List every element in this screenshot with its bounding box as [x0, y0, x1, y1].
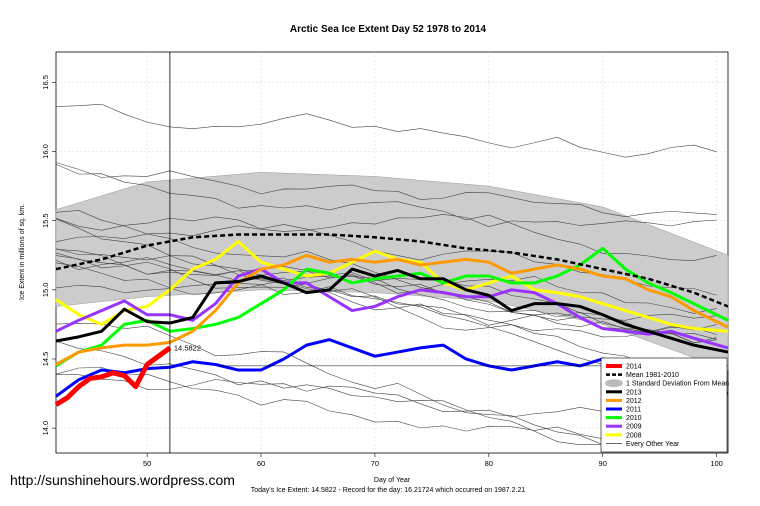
legend-label: Mean 1981-2010 — [626, 372, 679, 379]
legend-label: 2012 — [626, 398, 642, 405]
x-tick-label: 70 — [371, 459, 379, 468]
y-tick-label: 14.5 — [41, 352, 50, 367]
chart-footer: Today's Ice Extent: 14.5822 - Record for… — [251, 487, 526, 494]
legend-label: 2009 — [626, 424, 642, 431]
y-tick-label: 15.0 — [41, 283, 50, 298]
other-year-line — [55, 262, 717, 344]
y-tick-label: 14.0 — [41, 421, 50, 436]
current-value-label: 14.5822 — [174, 344, 201, 353]
y-tick-label: 15.5 — [41, 213, 50, 228]
legend-label: 2014 — [626, 364, 642, 371]
series-line-2010 — [55, 246, 729, 368]
series-line-2008 — [55, 239, 729, 333]
chart-title: Arctic Sea Ice Extent Day 52 1978 to 201… — [290, 24, 487, 35]
legend-label: 2010 — [626, 415, 642, 422]
x-axis-label: Day of Year — [374, 477, 411, 484]
x-tick-label: 80 — [485, 459, 493, 468]
other-year-line — [55, 103, 717, 158]
y-axis-label: Ice Extent in millions of sq. km. — [19, 204, 26, 300]
series-line-2012 — [55, 253, 729, 366]
x-tick-label: 50 — [143, 459, 151, 468]
y-axis-ticks: 14.0 14.5 15.0 15.5 16.0 16.5 — [41, 75, 56, 435]
x-tick-label: 90 — [599, 459, 607, 468]
legend-swatch — [605, 379, 623, 388]
series-line-2014 — [54, 345, 172, 407]
x-tick-label: 100 — [710, 459, 723, 468]
series-line-2013 — [55, 267, 729, 354]
y-tick-label: 16.0 — [41, 144, 50, 159]
watermark: http://sunshinehours.wordpress.com — [10, 472, 235, 488]
x-axis-ticks: 50 60 70 80 90 100 — [143, 453, 723, 468]
legend-label: 2011 — [626, 407, 641, 414]
other-year-line — [55, 218, 717, 314]
x-tick-label: 60 — [257, 459, 265, 468]
other-year-line — [55, 248, 717, 338]
legend-label: Every Other Year — [626, 441, 680, 448]
legend-label: 1 Standard Deviation From Mean — [626, 381, 729, 388]
legend-label: 2013 — [626, 389, 642, 396]
series-line-2009 — [55, 267, 729, 350]
other-year-line — [55, 162, 717, 217]
series-line-mean-1981-2010 — [55, 233, 729, 308]
every-other-year-lines — [55, 103, 717, 446]
legend-label: 2008 — [626, 432, 642, 439]
y-tick-label: 16.5 — [41, 75, 50, 90]
other-year-line — [55, 214, 717, 242]
